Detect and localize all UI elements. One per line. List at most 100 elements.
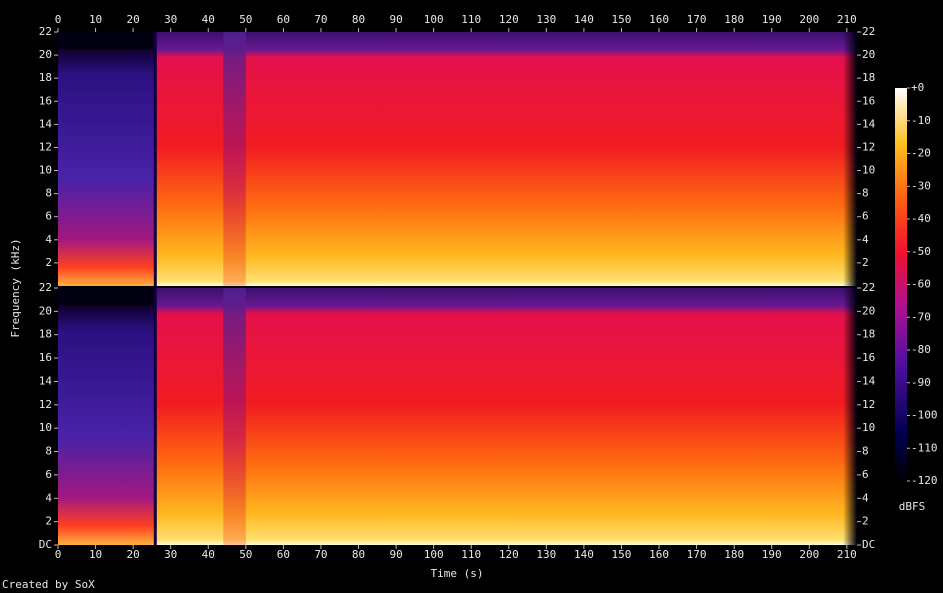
y-tick-label: 8 — [862, 187, 869, 200]
y-tick-label: 12 — [862, 140, 875, 153]
y-tick-label: 14 — [862, 374, 876, 387]
x-tick-label: 40 — [202, 548, 215, 561]
x-tick-label: 150 — [612, 548, 632, 561]
x-tick-label: 0 — [55, 548, 62, 561]
y-axis-label: Frequency (kHz) — [9, 238, 22, 337]
y-tick-label: 4 — [45, 491, 52, 504]
spectrogram-gap — [153, 32, 157, 286]
x-tick-label: 180 — [724, 548, 744, 561]
x-tick-label: 0 — [55, 13, 62, 26]
spectrogram-intro-top — [58, 288, 156, 306]
y-tick-label: 12 — [862, 398, 875, 411]
x-tick-label: 90 — [389, 13, 402, 26]
x-tick-label: 200 — [799, 548, 819, 561]
y-tick-label: DC — [862, 538, 875, 551]
y-tick-label: 22 — [862, 25, 875, 38]
y-tick-label: 10 — [39, 164, 52, 177]
y-tick-label: 8 — [862, 445, 869, 458]
colorbar-tick-label: -40 — [911, 212, 931, 225]
x-tick-label: 190 — [762, 548, 782, 561]
y-tick-label: 20 — [862, 48, 875, 61]
y-tick-label: 10 — [862, 164, 875, 177]
y-tick-label: 18 — [862, 71, 875, 84]
spectrogram-intro-top — [58, 32, 156, 50]
x-tick-label: 190 — [762, 13, 782, 26]
y-tick-label: 4 — [862, 233, 869, 246]
x-tick-label: 150 — [612, 13, 632, 26]
spectrogram-dip — [223, 32, 246, 286]
x-tick-label: 100 — [424, 548, 444, 561]
colorbar-label: dBFS — [899, 500, 926, 513]
y-tick-label: 10 — [862, 421, 875, 434]
spectrogram-gap — [153, 288, 157, 545]
x-tick-label: 80 — [352, 548, 365, 561]
x-tick-label: 100 — [424, 13, 444, 26]
x-tick-label: 130 — [536, 548, 556, 561]
y-tick-label: 18 — [39, 328, 52, 341]
spectrogram — [58, 288, 857, 545]
x-tick-label: 120 — [499, 13, 519, 26]
x-tick-label: 50 — [239, 13, 252, 26]
y-tick-label: 16 — [39, 351, 52, 364]
credit: Created by SoX — [2, 578, 95, 591]
x-tick-label: 120 — [499, 548, 519, 561]
y-tick-label: 6 — [862, 468, 869, 481]
x-axis-label: Time (s) — [431, 567, 484, 580]
spectrogram — [58, 32, 857, 286]
x-tick-label: 170 — [687, 548, 707, 561]
x-tick-label: 210 — [837, 548, 857, 561]
x-tick-label: 30 — [164, 13, 177, 26]
x-tick-label: 90 — [389, 548, 402, 561]
x-tick-label: 30 — [164, 548, 177, 561]
y-tick-label: 22 — [39, 281, 52, 294]
spectrogram-intro — [58, 49, 156, 286]
x-tick-label: 140 — [574, 548, 594, 561]
x-tick-label: 210 — [837, 13, 857, 26]
y-tick-label: 16 — [39, 94, 52, 107]
colorbar-tick-label: -30 — [911, 179, 931, 192]
colorbar-tick-label: -120 — [911, 474, 938, 487]
y-tick-label: 18 — [39, 71, 52, 84]
x-tick-label: 160 — [649, 13, 669, 26]
y-tick-label: 2 — [862, 256, 869, 269]
x-tick-label: 70 — [314, 13, 327, 26]
y-tick-label: 16 — [862, 94, 875, 107]
x-tick-label: 110 — [461, 13, 481, 26]
x-tick-label: 50 — [239, 548, 252, 561]
colorbar — [895, 88, 907, 481]
y-tick-label: 8 — [45, 187, 52, 200]
x-tick-label: 40 — [202, 13, 215, 26]
colorbar-tick-label: -100 — [911, 409, 938, 422]
x-tick-label: 140 — [574, 13, 594, 26]
colorbar-tick-label: -60 — [911, 278, 931, 291]
x-tick-label: 170 — [687, 13, 707, 26]
x-tick-label: 200 — [799, 13, 819, 26]
x-tick-label: 60 — [277, 13, 290, 26]
y-tick-label: 22 — [39, 25, 52, 38]
y-tick-label: 12 — [39, 398, 52, 411]
colorbar-tick-label: -20 — [911, 147, 931, 160]
colorbar-tick-label: -110 — [911, 441, 938, 454]
x-tick-label: 80 — [352, 13, 365, 26]
x-tick-label: 20 — [127, 548, 140, 561]
y-tick-label: 14 — [39, 117, 53, 130]
y-tick-label: 6 — [862, 210, 869, 223]
x-tick-label: 10 — [89, 13, 102, 26]
y-tick-label: 20 — [39, 304, 52, 317]
x-tick-label: 130 — [536, 13, 556, 26]
spectrogram-dip — [223, 288, 246, 545]
x-tick-label: 60 — [277, 548, 290, 561]
y-tick-label: 10 — [39, 421, 52, 434]
y-tick-label: 2 — [45, 515, 52, 528]
y-tick-label: 4 — [862, 491, 869, 504]
colorbar-tick-label: +0 — [911, 81, 924, 94]
x-tick-label: 70 — [314, 548, 327, 561]
y-tick-label: 8 — [45, 445, 52, 458]
y-tick-label: 16 — [862, 351, 875, 364]
y-tick-label: 14 — [39, 374, 53, 387]
y-tick-label: 20 — [39, 48, 52, 61]
x-tick-label: 110 — [461, 548, 481, 561]
y-tick-label: DC — [39, 538, 52, 551]
spectrogram-intro — [58, 305, 156, 545]
